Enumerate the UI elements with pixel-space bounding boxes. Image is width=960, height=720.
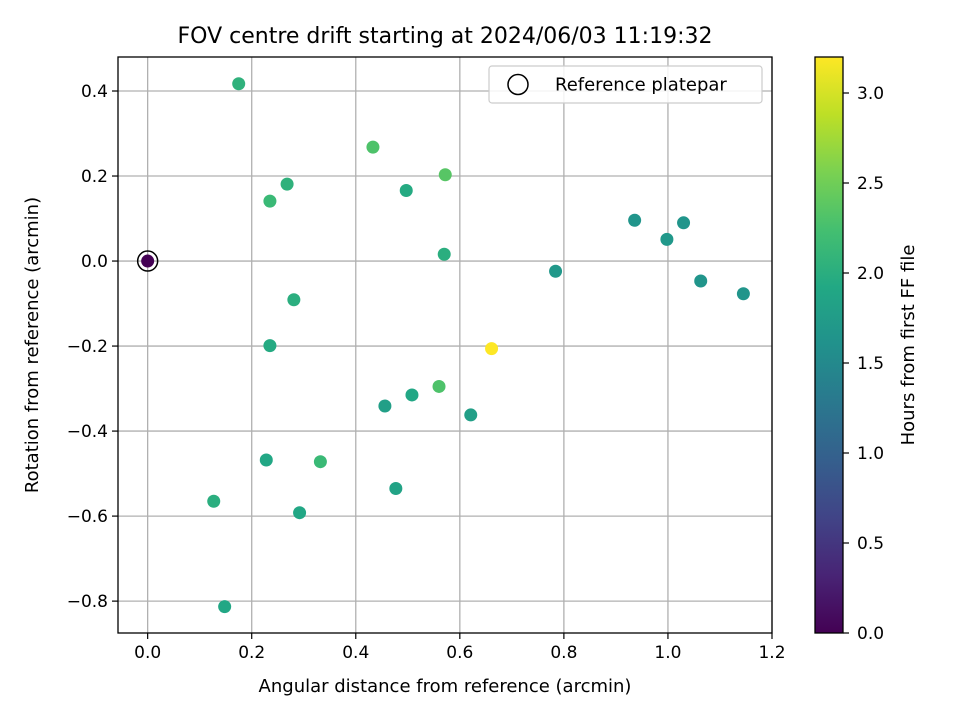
data-point — [378, 399, 392, 413]
colorbar-tick-label: 2.0 — [857, 264, 884, 284]
data-point — [736, 287, 750, 301]
data-point — [405, 388, 419, 402]
colorbar-label: Hours from first FF file — [898, 245, 919, 446]
data-point — [660, 232, 674, 246]
legend-box — [488, 65, 763, 104]
x-tick-label: 0.2 — [238, 643, 265, 663]
data-point — [207, 494, 221, 508]
data-point — [432, 379, 446, 393]
data-point — [263, 194, 277, 208]
colorbar-tick-label: 0.5 — [857, 534, 884, 554]
data-point — [437, 247, 451, 261]
data-points — [207, 77, 750, 614]
data-point — [232, 77, 246, 91]
colorbar-tick-label: 3.0 — [857, 84, 884, 104]
x-tick-label: 0.0 — [134, 643, 161, 663]
y-tick-label: 0.4 — [81, 82, 108, 102]
x-tick-label: 1.2 — [758, 643, 785, 663]
plot-frame — [117, 56, 773, 634]
data-point — [485, 342, 499, 356]
chart-title: FOV centre drift starting at 2024/06/03 … — [178, 24, 713, 49]
x-ticks: 0.0 0.2 0.4 0.6 0.8 1.0 1.2 — [134, 633, 786, 663]
colorbar-tick-label: 2.5 — [857, 174, 884, 194]
data-point — [464, 408, 478, 422]
data-point — [438, 168, 452, 182]
colorbar-tick-label: 0.0 — [857, 624, 884, 644]
x-tick-label: 0.8 — [550, 643, 577, 663]
data-point — [389, 481, 403, 495]
colorbar-gradient — [815, 57, 843, 633]
y-tick-label: −0.4 — [67, 422, 108, 442]
data-point — [263, 339, 277, 353]
data-point — [259, 453, 273, 467]
x-tick-label: 0.4 — [342, 643, 369, 663]
y-ticks: 0.4 0.2 0.0 −0.2 −0.4 −0.6 −0.8 — [67, 82, 118, 612]
y-tick-label: −0.6 — [67, 507, 108, 527]
colorbar-tick-label: 1.0 — [857, 444, 884, 464]
data-point — [293, 506, 307, 520]
data-point — [677, 216, 691, 230]
colorbar: 0.0 0.5 1.0 1.5 2.0 2.5 3.0 Hours from first F… — [814, 56, 919, 644]
x-tick-label: 0.6 — [446, 643, 473, 663]
data-point — [218, 600, 232, 614]
legend-entry-reference: Reference platepar — [555, 75, 727, 96]
colorbar-frame — [814, 56, 844, 634]
y-axis-label: Rotation from reference (arcmin) — [22, 197, 43, 493]
data-point — [694, 274, 708, 288]
data-point — [549, 264, 563, 278]
legend: Reference platepar — [488, 65, 763, 104]
reference-point — [141, 254, 155, 268]
x-tick-label: 1.0 — [654, 643, 681, 663]
y-tick-label: 0.2 — [81, 167, 108, 187]
data-point — [366, 140, 380, 154]
x-axis-label: Angular distance from reference (arcmin) — [259, 676, 632, 697]
reference-marker — [136, 250, 159, 272]
colorbar-tick-label: 1.5 — [857, 354, 884, 374]
grid-lines — [118, 57, 773, 633]
colorbar-ticks: 0.0 0.5 1.0 1.5 2.0 2.5 3.0 — [843, 84, 884, 644]
data-point — [287, 293, 301, 307]
y-tick-label: −0.8 — [67, 592, 108, 612]
y-tick-label: −0.2 — [67, 337, 108, 357]
reference-ring — [136, 250, 159, 272]
legend-marker-ring — [507, 73, 529, 96]
data-point — [280, 177, 294, 191]
data-point — [628, 213, 642, 227]
data-point — [399, 183, 413, 197]
data-point — [313, 455, 327, 469]
y-tick-label: 0.0 — [81, 252, 108, 272]
